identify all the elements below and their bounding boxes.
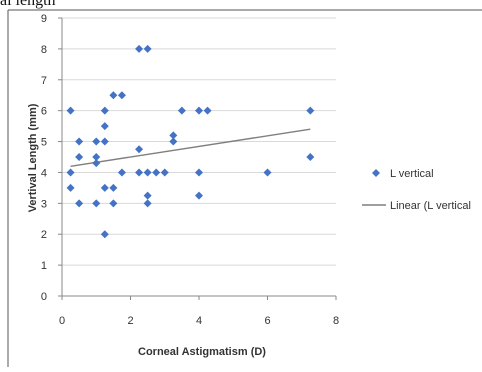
data-point (263, 168, 272, 177)
y-tick-label: 0 (41, 291, 47, 303)
y-tick-label: 3 (41, 198, 47, 210)
data-point (100, 230, 109, 239)
legend: L vertical Linear (L vertical (362, 168, 471, 212)
data-point (143, 191, 152, 200)
data-point (92, 137, 101, 146)
data-point (306, 106, 315, 115)
data-point (75, 137, 84, 146)
y-tick-label: 9 (41, 13, 47, 25)
cropped-heading: al length (0, 0, 56, 9)
x-axis-label: Corneal Astigmatism (D) (138, 346, 266, 358)
data-point (109, 199, 118, 208)
data-point (117, 91, 126, 100)
data-point (100, 137, 109, 146)
data-point (75, 199, 84, 208)
trendline-group (70, 128, 311, 167)
tick-labels: 0 1 2 3 4 5 6 7 8 9 0 2 4 6 8 (41, 13, 339, 327)
data-point (109, 91, 118, 100)
data-point (100, 122, 109, 131)
data-point (195, 106, 203, 115)
x-tick-label: 4 (196, 315, 202, 327)
data-point (92, 153, 101, 161)
data-points (66, 44, 315, 239)
x-tick-label: 2 (127, 315, 133, 327)
y-tick-label: 6 (41, 106, 47, 118)
data-point (66, 168, 75, 177)
legend-label-linear: Linear (L vertical (390, 200, 471, 212)
trendline (70, 128, 311, 167)
data-point (143, 168, 152, 177)
data-point (195, 168, 203, 177)
data-point (152, 168, 161, 177)
data-point (203, 106, 212, 115)
y-tick-label: 2 (41, 229, 47, 241)
data-point (306, 153, 315, 161)
data-point (135, 168, 144, 177)
y-tick-label: 5 (41, 137, 47, 149)
data-point (143, 44, 152, 53)
y-tick-label: 7 (41, 75, 47, 87)
data-point (75, 153, 84, 161)
y-tick-label: 4 (41, 167, 47, 179)
x-tick-label: 0 (59, 315, 65, 327)
data-point (92, 199, 101, 208)
x-tick-label: 6 (264, 315, 270, 327)
data-point (177, 106, 186, 115)
data-point (143, 199, 152, 208)
x-tick-label: 8 (333, 315, 339, 327)
y-tick-label: 1 (41, 260, 47, 272)
data-point (117, 168, 126, 177)
data-point (195, 191, 203, 200)
data-point (66, 183, 75, 192)
data-point (66, 106, 75, 115)
data-point (100, 183, 109, 192)
data-point (160, 168, 169, 177)
data-point (135, 44, 144, 53)
data-point (92, 159, 101, 168)
legend-diamond-icon (372, 169, 380, 177)
data-point (169, 131, 178, 140)
y-axis-label: Vertival Length (mm) (27, 103, 39, 212)
data-point (109, 183, 118, 192)
axes (58, 17, 337, 300)
legend-label-l-vertical: L vertical (390, 168, 434, 180)
data-point (169, 137, 178, 146)
data-point (135, 145, 144, 154)
y-tick-label: 8 (41, 44, 47, 56)
data-point (100, 106, 109, 115)
